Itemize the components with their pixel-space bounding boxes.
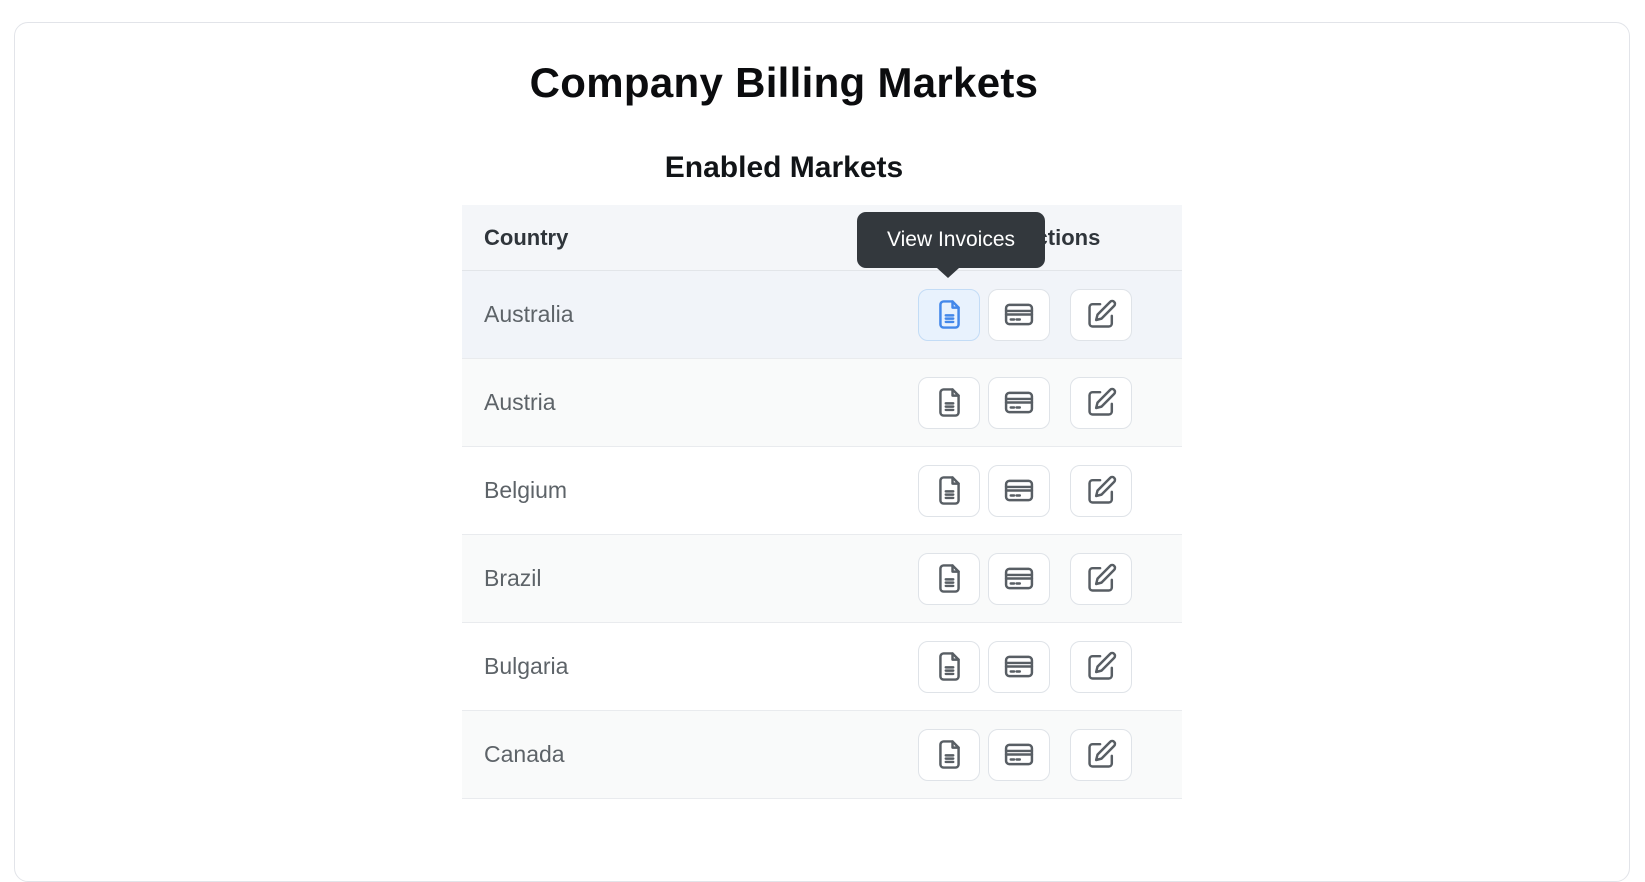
payment-methods-button[interactable] bbox=[988, 376, 1050, 429]
table-row: Belgium bbox=[462, 446, 1182, 536]
table-row: Brazil bbox=[462, 534, 1182, 624]
actions-cell bbox=[899, 534, 1182, 624]
edit-market-button[interactable] bbox=[1070, 728, 1132, 781]
country-column-header: Country bbox=[462, 204, 899, 272]
actions-cell bbox=[899, 710, 1182, 800]
file-text-icon bbox=[933, 738, 966, 771]
view-invoices-button[interactable] bbox=[918, 376, 980, 429]
country-cell: Austria bbox=[462, 358, 899, 448]
country-cell: Canada bbox=[462, 710, 899, 800]
actions-cell bbox=[899, 358, 1182, 448]
edit-icon bbox=[1085, 386, 1118, 419]
table-row: Bulgaria bbox=[462, 622, 1182, 712]
actions-button-group bbox=[918, 552, 1181, 605]
edit-market-button[interactable] bbox=[1070, 552, 1132, 605]
edit-icon bbox=[1085, 738, 1118, 771]
table-row: Canada bbox=[462, 710, 1182, 800]
view-invoices-button[interactable] bbox=[918, 288, 980, 341]
table-header-row: Country Actions bbox=[462, 204, 1182, 272]
page-title: Company Billing Markets bbox=[529, 59, 1039, 106]
actions-button-group bbox=[918, 376, 1181, 429]
edit-icon bbox=[1085, 650, 1118, 683]
file-text-icon bbox=[933, 562, 966, 595]
country-cell: Bulgaria bbox=[462, 622, 899, 712]
view-invoices-button[interactable] bbox=[918, 464, 980, 517]
credit-card-icon bbox=[1002, 298, 1036, 331]
actions-cell bbox=[899, 446, 1182, 536]
payment-methods-button[interactable] bbox=[988, 288, 1050, 341]
table-row: Australia bbox=[462, 270, 1182, 360]
file-text-icon bbox=[933, 298, 966, 331]
view-invoices-button[interactable] bbox=[918, 728, 980, 781]
edit-market-button[interactable] bbox=[1070, 376, 1132, 429]
view-invoices-button[interactable] bbox=[918, 552, 980, 605]
actions-button-group bbox=[918, 640, 1181, 693]
table-header: Country Actions bbox=[462, 204, 1182, 272]
actions-cell bbox=[899, 270, 1182, 360]
edit-icon bbox=[1085, 562, 1118, 595]
payment-methods-button[interactable] bbox=[988, 728, 1050, 781]
credit-card-icon bbox=[1002, 738, 1036, 771]
edit-icon bbox=[1085, 474, 1118, 507]
payment-methods-button[interactable] bbox=[988, 464, 1050, 517]
credit-card-icon bbox=[1002, 650, 1036, 683]
markets-table-body: Australia Austria Belgium Brazil Bulgaria Can… bbox=[462, 270, 1182, 800]
enabled-markets-table: Country Actions Australia Austria Belgium B… bbox=[462, 204, 1182, 800]
view-invoices-tooltip: View Invoices bbox=[857, 212, 1045, 278]
content-card: Company Billing Markets Enabled Markets … bbox=[14, 22, 1630, 882]
file-text-icon bbox=[933, 474, 966, 507]
actions-button-group bbox=[918, 464, 1181, 517]
payment-methods-button[interactable] bbox=[988, 552, 1050, 605]
actions-cell bbox=[899, 622, 1182, 712]
country-cell: Australia bbox=[462, 270, 899, 360]
credit-card-icon bbox=[1002, 386, 1036, 419]
edit-market-button[interactable] bbox=[1070, 464, 1132, 517]
country-cell: Belgium bbox=[462, 446, 899, 536]
credit-card-icon bbox=[1002, 562, 1036, 595]
actions-button-group bbox=[918, 728, 1181, 781]
file-text-icon bbox=[933, 386, 966, 419]
file-text-icon bbox=[933, 650, 966, 683]
edit-icon bbox=[1085, 298, 1118, 331]
credit-card-icon bbox=[1002, 474, 1036, 507]
payment-methods-button[interactable] bbox=[988, 640, 1050, 693]
actions-button-group bbox=[918, 288, 1181, 341]
section-title: Enabled Markets bbox=[664, 151, 904, 185]
edit-market-button[interactable] bbox=[1070, 288, 1132, 341]
table-row: Austria bbox=[462, 358, 1182, 448]
headings-block: Company Billing Markets Enabled Markets bbox=[15, 59, 1629, 186]
country-cell: Brazil bbox=[462, 534, 899, 624]
edit-market-button[interactable] bbox=[1070, 640, 1132, 693]
tooltip-label: View Invoices bbox=[886, 228, 1015, 251]
view-invoices-button[interactable] bbox=[918, 640, 980, 693]
